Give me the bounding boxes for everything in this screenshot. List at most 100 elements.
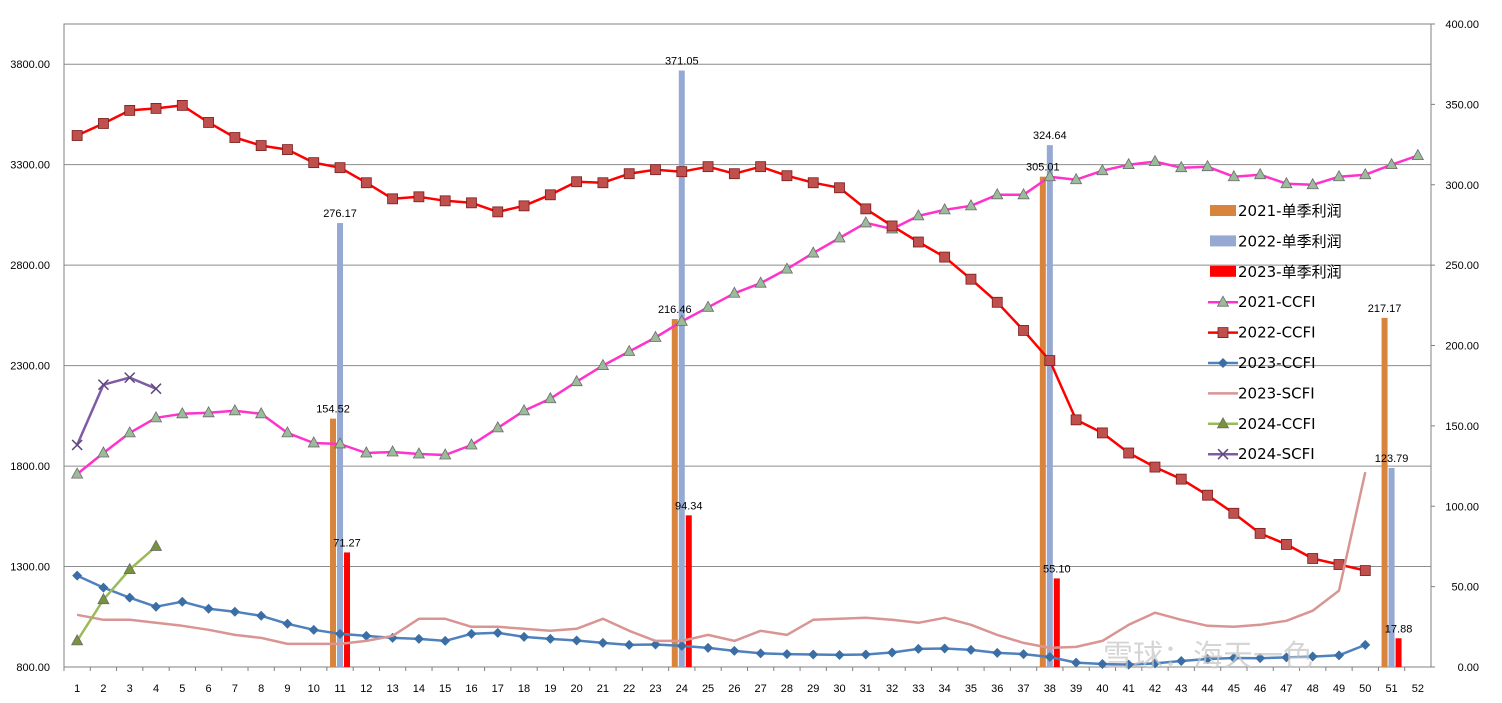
- point-2022-ccfi-w39: [1070, 414, 1082, 426]
- point-2023-ccfi-w35: [965, 644, 976, 655]
- point-2023-ccfi-w18: [519, 631, 530, 642]
- bar-data-label: 305.01: [1026, 162, 1060, 174]
- point-2023-ccfi-w31: [860, 649, 871, 660]
- legend-label: 2023-单季利润: [1238, 263, 1342, 281]
- point-2022-ccfi-w10: [308, 157, 320, 169]
- y-right-tick-label: 300.00: [1445, 180, 1479, 192]
- point-2022-ccfi-w6: [203, 117, 214, 128]
- point-2022-ccfi-w34: [939, 251, 951, 263]
- point-2021-ccfi-w31: [859, 216, 872, 228]
- x-tick-label: 30: [833, 683, 845, 695]
- y-right-tick-label: 50.00: [1451, 582, 1479, 594]
- x-tick-label: 50: [1359, 683, 1371, 695]
- point-2022-ccfi-w24: [676, 166, 688, 178]
- x-tick-label: 37: [1017, 683, 1029, 695]
- bar-2022-w38: [1046, 145, 1053, 667]
- point-2023-ccfi-w38: [1044, 651, 1055, 662]
- x-tick-label: 48: [1307, 683, 1319, 695]
- point-2021-ccfi-w45: [1227, 169, 1241, 182]
- point-2023-ccfi-w15: [440, 635, 451, 646]
- x-tick-label: 12: [360, 683, 372, 695]
- point-2023-ccfi-w14: [413, 633, 424, 644]
- point-2023-ccfi-w2: [98, 582, 109, 593]
- x-tick-label: 16: [465, 683, 477, 695]
- x-tick-label: 44: [1201, 683, 1213, 695]
- x-tick-label: 4: [153, 683, 159, 695]
- point-2021-ccfi-w23: [649, 330, 662, 342]
- point-2021-ccfi-w41: [1122, 157, 1135, 170]
- point-2021-ccfi-w21: [596, 358, 610, 370]
- point-2023-ccfi-w17: [492, 627, 503, 638]
- series-2023-ccfi: [72, 570, 1371, 670]
- point-2021-ccfi-w28: [780, 262, 794, 274]
- point-2022-ccfi-w3: [124, 105, 136, 116]
- point-2022-ccfi-w4: [150, 102, 162, 114]
- bar-2021-w51: [1381, 317, 1388, 667]
- point-2023-ccfi-w16: [466, 628, 477, 639]
- y-left-tick-label: 1800.00: [10, 461, 50, 473]
- point-2021-ccfi-w7: [228, 403, 242, 416]
- x-tick-label: 31: [860, 683, 872, 695]
- legend-marker: [1217, 327, 1229, 339]
- bar-2023-w38: [1053, 578, 1060, 667]
- point-2021-ccfi-w8: [254, 406, 268, 419]
- bar-data-label: 123.79: [1375, 453, 1409, 465]
- bar-2023-w51: [1395, 638, 1402, 667]
- y-right-tick-label: 250.00: [1445, 260, 1479, 272]
- point-2021-ccfi-w50: [1359, 167, 1372, 180]
- y-left-tick-label: 3800.00: [10, 59, 50, 71]
- point-2023-ccfi-w33: [913, 643, 924, 654]
- series-line-2021-ccfi: [76, 154, 1419, 476]
- point-2021-ccfi-w5: [176, 406, 189, 419]
- point-2021-ccfi-w40: [1096, 163, 1109, 176]
- x-tick-label: 41: [1123, 683, 1135, 695]
- point-2023-ccfi-w4: [151, 601, 162, 612]
- point-2021-ccfi-w37: [1017, 187, 1030, 200]
- legend-item: 2023-单季利润: [1210, 263, 1342, 281]
- point-2022-ccfi-w17: [492, 206, 504, 218]
- point-2023-ccfi-w20: [571, 635, 582, 646]
- x-tick-label: 25: [702, 683, 714, 695]
- x-tick-label: 17: [492, 683, 504, 695]
- legend: 2021-单季利润 2022-单季利润 2023-单季利润 2021-CCFI 2022…: [1208, 202, 1342, 463]
- point-2021-ccfi-w13: [386, 445, 399, 457]
- point-2022-ccfi-w23: [650, 164, 661, 176]
- lines: [70, 99, 1425, 670]
- point-2023-ccfi-w22: [624, 639, 635, 650]
- x-tick-label: 20: [571, 683, 583, 695]
- x-tick-label: 5: [179, 683, 185, 695]
- x-tick-label: 11: [334, 683, 345, 695]
- point-2023-ccfi-w29: [808, 649, 819, 660]
- point-2024-scfi-w4: [150, 383, 162, 395]
- x-tick-label: 2: [100, 683, 106, 695]
- point-2022-ccfi-w45: [1228, 507, 1240, 519]
- x-tick-label: 32: [886, 683, 898, 695]
- legend-item: 2023-SCFI: [1208, 384, 1315, 402]
- point-2021-ccfi-w15: [439, 448, 452, 460]
- bar-data-label: 55.10: [1043, 563, 1071, 575]
- point-2021-ccfi-w25: [701, 300, 715, 312]
- point-2024-ccfi-w1: [70, 634, 84, 646]
- legend-marker: [1216, 295, 1230, 307]
- point-2023-ccfi-w25: [703, 642, 714, 653]
- point-2023-ccfi-w21: [597, 637, 608, 648]
- x-tick-label: 52: [1412, 683, 1424, 695]
- point-2022-ccfi-w14: [413, 191, 425, 203]
- legend-label: 2021-单季利润: [1238, 202, 1342, 220]
- point-2022-ccfi-w48: [1307, 553, 1319, 564]
- point-2021-ccfi-w3: [123, 426, 136, 438]
- x-tick-label: 33: [912, 683, 924, 695]
- series-2024-ccfi: [70, 539, 163, 646]
- x-tick-label: 9: [284, 683, 290, 695]
- point-2023-ccfi-w32: [887, 647, 898, 658]
- legend-item: 2024-SCFI: [1208, 445, 1315, 463]
- point-2023-ccfi-w24: [676, 640, 687, 651]
- point-2022-ccfi-w38: [1044, 355, 1056, 366]
- x-tick-label: 24: [676, 683, 688, 695]
- point-2023-ccfi-w36: [992, 647, 1003, 658]
- point-2021-ccfi-w35: [964, 199, 978, 211]
- point-2023-ccfi-w46: [1255, 653, 1266, 664]
- point-2023-ccfi-w26: [729, 645, 740, 656]
- point-2022-ccfi-w37: [1018, 325, 1029, 336]
- point-2022-ccfi-w30: [834, 182, 845, 194]
